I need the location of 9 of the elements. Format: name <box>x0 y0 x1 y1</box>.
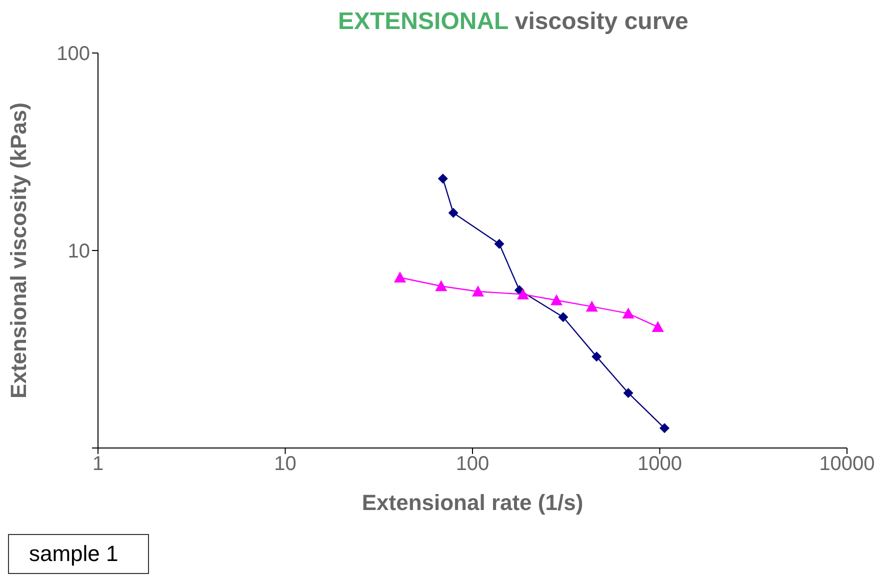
x-tick-label: 1000 <box>638 453 682 476</box>
x-tick-label: 100 <box>456 453 490 476</box>
x-tick-label: 1 <box>92 453 104 476</box>
y-axis-title: Extensional viscosity (kPas) <box>6 102 31 398</box>
text: sample 1 <box>8 534 150 574</box>
chart-title: EXTENSIONAL viscosity curve <box>338 8 688 35</box>
x-tick-label: 10 <box>274 453 296 476</box>
x-tick-label: 10000 <box>819 453 875 476</box>
x-axis-title: Extensional rate (1/s) <box>362 490 584 515</box>
